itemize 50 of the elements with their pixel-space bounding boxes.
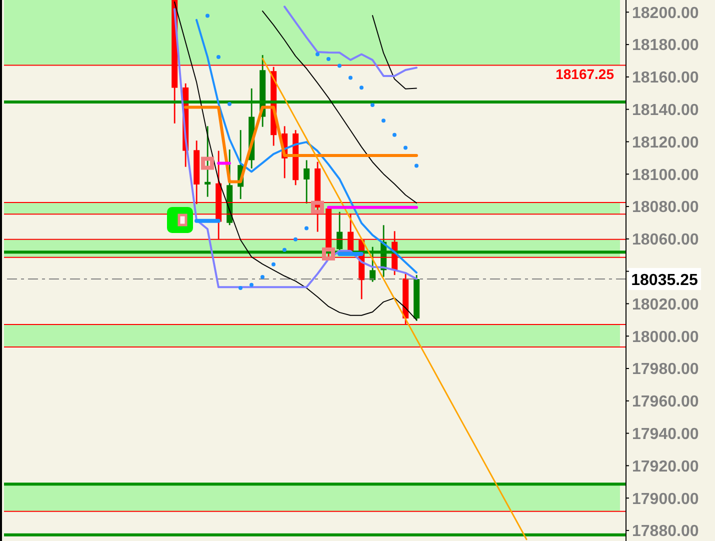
y-tick-label: 17900.00: [632, 490, 699, 508]
point: [392, 132, 396, 137]
point: [316, 52, 320, 56]
point: [201, 156, 214, 170]
candlestick: [370, 246, 376, 283]
point: [216, 55, 220, 60]
y-tick-label: 18000.00: [632, 328, 699, 346]
point: [272, 262, 276, 266]
ref-line-label: 18167.25: [556, 66, 614, 82]
y-tick-label: 17920.00: [632, 458, 699, 476]
point: [370, 102, 374, 107]
y-tick-label: 17880.00: [632, 523, 699, 540]
point: [404, 146, 408, 150]
y-tick-label: 18140.00: [632, 102, 699, 120]
y-tick-label: 18160.00: [632, 70, 699, 87]
point: [294, 237, 298, 242]
ref-line-label: 18035.25: [631, 272, 698, 289]
point: [360, 86, 364, 90]
y-tick-label: 18060.00: [632, 232, 699, 249]
point: [322, 247, 335, 260]
y-tick-label: 17980.00: [632, 361, 699, 378]
point: [250, 282, 254, 287]
point: [311, 200, 324, 214]
y-tick-label: 18200.00: [632, 4, 699, 22]
y-tick-label: 18020.00: [632, 296, 699, 314]
y-tick-label: 18080.00: [632, 199, 699, 216]
line-series: [262, 10, 417, 204]
point: [238, 286, 242, 290]
point: [338, 64, 342, 68]
point: [228, 102, 232, 106]
candlestick: [204, 125, 211, 198]
point: [304, 226, 308, 230]
point: [206, 14, 210, 18]
y-tick-label: 18180.00: [632, 37, 699, 54]
line-series: [372, 15, 417, 90]
y-tick-label: 17960.00: [632, 394, 699, 411]
point: [414, 164, 418, 168]
candlestick: [304, 159, 310, 204]
y-tick-label: 18120.00: [632, 134, 699, 152]
point: [260, 274, 264, 279]
y-tick-label: 17940.00: [632, 426, 699, 443]
point: [326, 56, 330, 61]
y-tick-label: 18100.00: [632, 166, 699, 184]
point: [282, 248, 286, 252]
candlestick: [336, 211, 343, 253]
point: [382, 118, 386, 123]
line-series: [284, 6, 418, 77]
line-series: [262, 58, 528, 540]
line-series: [196, 18, 418, 274]
point: [348, 76, 352, 80]
